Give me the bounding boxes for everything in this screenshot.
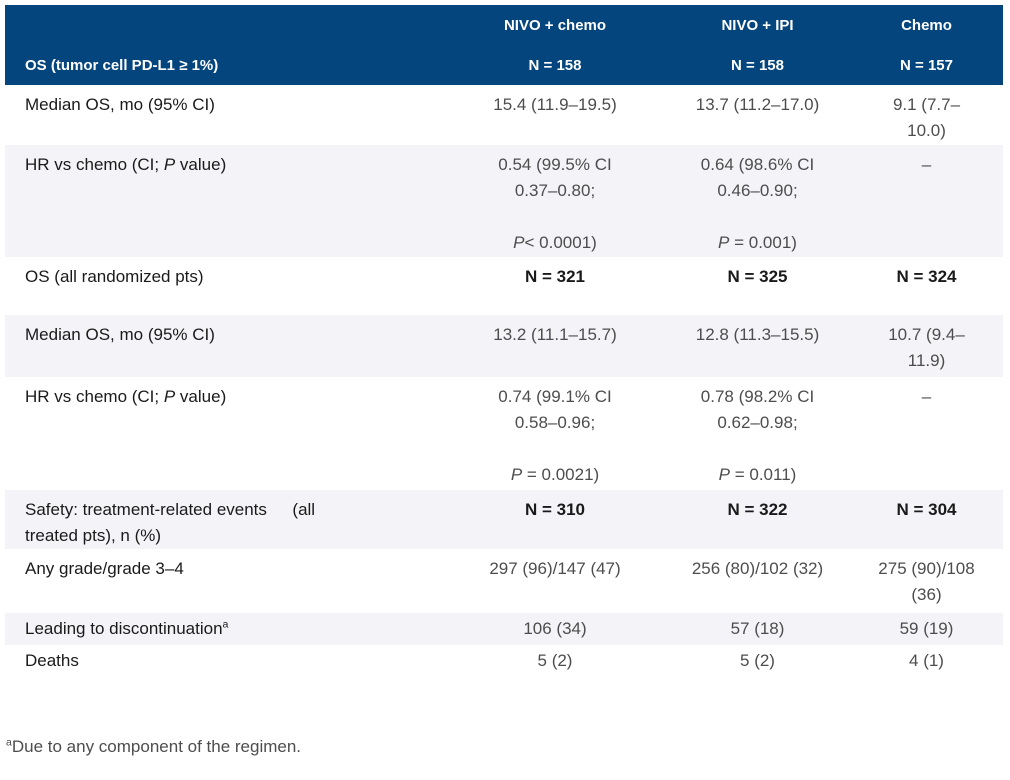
footnote-marker: a — [222, 618, 229, 631]
cell-nivo-ipi: 0.78 (98.2% CI 0.62–0.98; P = 0.011) — [700, 387, 815, 484]
table-row-median-os-pdl1: Median OS, mo (95% CI) 15.4 (11.9–19.5) … — [5, 85, 1003, 145]
row-label: Median OS, mo (95% CI) — [25, 95, 215, 114]
p-italic: P — [513, 233, 525, 252]
cell-nivo-chemo: N = 321 — [524, 267, 585, 286]
cell-nivo-chemo: 5 (2) — [537, 651, 573, 670]
header-n-chemo: N = 157 — [900, 56, 953, 74]
cell-nivo-ipi: 12.8 (11.3–15.5) — [695, 325, 820, 344]
cell-chemo: 9.1 (7.7– 10.0) — [892, 95, 961, 140]
header-row-label: OS (tumor cell PD-L1 ≥ 1%) — [25, 56, 219, 74]
cell-chemo: – — [921, 387, 932, 406]
p-italic: P — [718, 233, 730, 252]
row-label: HR vs chemo (CI; P value) — [25, 387, 227, 406]
results-table: NIVO + chemo NIVO + IPI Chemo OS (tumor … — [5, 5, 1003, 681]
cell-chemo: N = 304 — [896, 500, 957, 519]
cell-chemo: 275 (90)/108 (36) — [878, 559, 975, 604]
row-label: Deaths — [25, 651, 79, 670]
table-row-median-os-all: Median OS, mo (95% CI) 13.2 (11.1–15.7) … — [5, 315, 1003, 377]
table-row-safety: Safety: treatment-related events (all tr… — [5, 490, 1003, 549]
table-row-any-grade: Any grade/grade 3–4 297 (96)/147 (47) 25… — [5, 549, 1003, 613]
header-col-nivo-chemo: NIVO + chemo — [503, 16, 607, 34]
header-col-nivo-ipi: NIVO + IPI — [721, 16, 794, 34]
p-italic: P — [163, 155, 176, 174]
cell-nivo-chemo: 0.54 (99.5% CI 0.37–0.80; P< 0.0001) — [498, 155, 612, 252]
cell-chemo: – — [921, 155, 932, 174]
cell-nivo-chemo: N = 310 — [524, 500, 585, 519]
cell-nivo-chemo: 15.4 (11.9–19.5) — [493, 95, 617, 114]
cell-nivo-ipi: 256 (80)/102 (32) — [691, 559, 824, 578]
cell-nivo-ipi: 13.7 (11.2–17.0) — [695, 95, 820, 114]
cell-chemo: N = 324 — [896, 267, 957, 286]
p-italic: P — [510, 465, 523, 484]
header-col-chemo: Chemo — [901, 16, 952, 34]
table-row-os-all-randomized: OS (all randomized pts) N = 321 N = 325 … — [5, 257, 1003, 315]
header-n-nivo-chemo: N = 158 — [528, 56, 582, 74]
table-row-hr-all: HR vs chemo (CI; P value) 0.74 (99.1% CI… — [5, 377, 1003, 490]
cell-chemo: 4 (1) — [909, 651, 944, 670]
p-italic: P — [163, 387, 176, 406]
p-italic: P — [718, 465, 730, 484]
cell-nivo-ipi: N = 322 — [727, 500, 788, 519]
cell-nivo-chemo: 13.2 (11.1–15.7) — [493, 325, 617, 344]
row-label: Safety: treatment-related events (all tr… — [25, 500, 316, 545]
footnote: aDue to any component of the regimen. — [6, 734, 301, 760]
table-header: NIVO + chemo NIVO + IPI Chemo OS (tumor … — [5, 5, 1003, 85]
cell-nivo-ipi: N = 325 — [727, 267, 788, 286]
cell-nivo-chemo: 0.74 (99.1% CI 0.58–0.96; P = 0.0021) — [498, 387, 612, 484]
row-label: Leading to discontinuationa — [25, 618, 229, 638]
table-row-deaths: Deaths 5 (2) 5 (2) 4 (1) — [5, 645, 1003, 681]
table-row-discontinuation: Leading to discontinuationa 106 (34) 57 … — [5, 613, 1003, 645]
cell-chemo: 10.7 (9.4– 11.9) — [888, 325, 965, 370]
cell-nivo-chemo: 297 (96)/147 (47) — [489, 559, 621, 578]
header-n-nivo-ipi: N = 158 — [731, 56, 784, 74]
row-label: Any grade/grade 3–4 — [25, 559, 184, 578]
footnote-text: Due to any component of the regimen. — [11, 737, 302, 756]
row-label: HR vs chemo (CI; P value) — [25, 155, 227, 174]
cell-nivo-ipi: 5 (2) — [740, 651, 775, 670]
cell-nivo-chemo: 106 (34) — [523, 619, 587, 638]
cell-nivo-ipi: 57 (18) — [730, 619, 785, 638]
cell-chemo: 59 (19) — [899, 619, 954, 638]
footnote-marker: a — [6, 736, 12, 749]
row-label: OS (all randomized pts) — [25, 267, 204, 286]
row-label: Median OS, mo (95% CI) — [25, 325, 215, 344]
cell-nivo-ipi: 0.64 (98.6% CI 0.46–0.90; P = 0.001) — [700, 155, 815, 252]
table-row-hr-pdl1: HR vs chemo (CI; P value) 0.54 (99.5% CI… — [5, 145, 1003, 257]
